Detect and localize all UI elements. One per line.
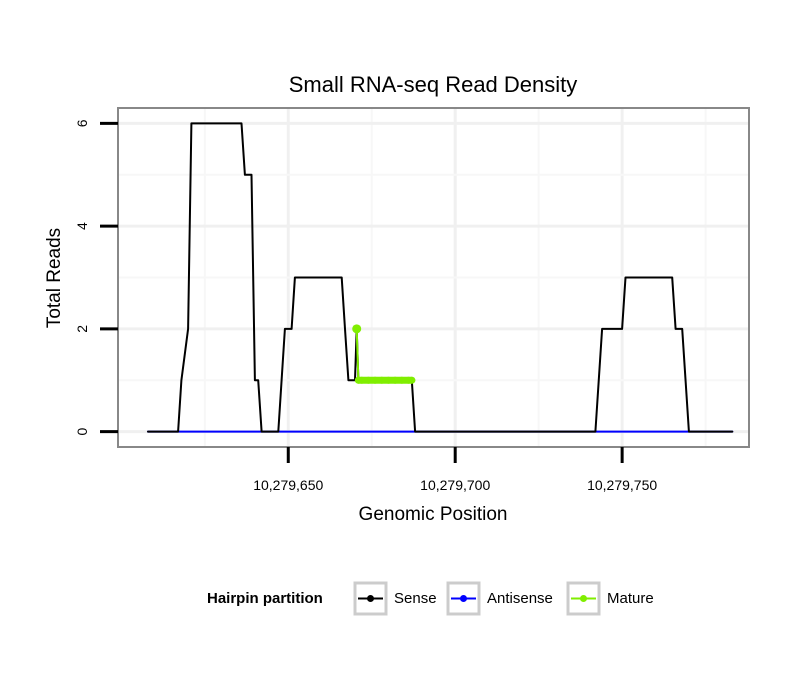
y-tick-label: 2 [74, 325, 90, 333]
x-tick-label: 10,279,750 [587, 477, 657, 493]
legend-key-point [580, 595, 587, 602]
series-layer [147, 122, 734, 433]
legend-label: Sense [394, 590, 437, 607]
series-mature-connector [355, 328, 360, 381]
plot-panel-border [117, 107, 750, 448]
series-mature-point [364, 376, 372, 384]
y-tick-label: 0 [74, 427, 90, 435]
legend-item-mature: Mature [566, 581, 654, 616]
series-mature-point [408, 376, 416, 384]
grid-lines [118, 108, 749, 447]
series-sense-line [147, 122, 734, 433]
x-tick-label: 10,279,650 [253, 477, 323, 493]
series-mature-point [378, 376, 386, 384]
chart-title: Small RNA-seq Read Density [289, 72, 578, 97]
legend-key-point [367, 595, 374, 602]
x-axis-label: Genomic Position [359, 504, 508, 525]
legend-label: Mature [607, 590, 654, 607]
x-tick-label: 10,279,700 [420, 477, 490, 493]
legend: Hairpin partition Sense Antisense Mature [207, 581, 654, 616]
y-axis-label: Total Reads [44, 228, 65, 328]
series-mature-point [358, 376, 366, 384]
axis-ticks: 10,279,650 10,279,700 10,279,750 0 2 4 6 [74, 119, 657, 493]
series-mature-point [371, 376, 379, 384]
series-mature-point [352, 324, 362, 334]
legend-label: Antisense [487, 590, 553, 607]
y-tick-label: 4 [74, 222, 90, 230]
series-mature-point [384, 376, 392, 384]
series-mature-point [398, 376, 406, 384]
y-tick-label: 6 [74, 119, 90, 127]
series-mature-point [391, 376, 399, 384]
legend-title: Hairpin partition [207, 590, 323, 607]
legend-item-sense: Sense [353, 581, 437, 616]
legend-item-antisense: Antisense [446, 581, 553, 616]
legend-key-point [460, 595, 467, 602]
